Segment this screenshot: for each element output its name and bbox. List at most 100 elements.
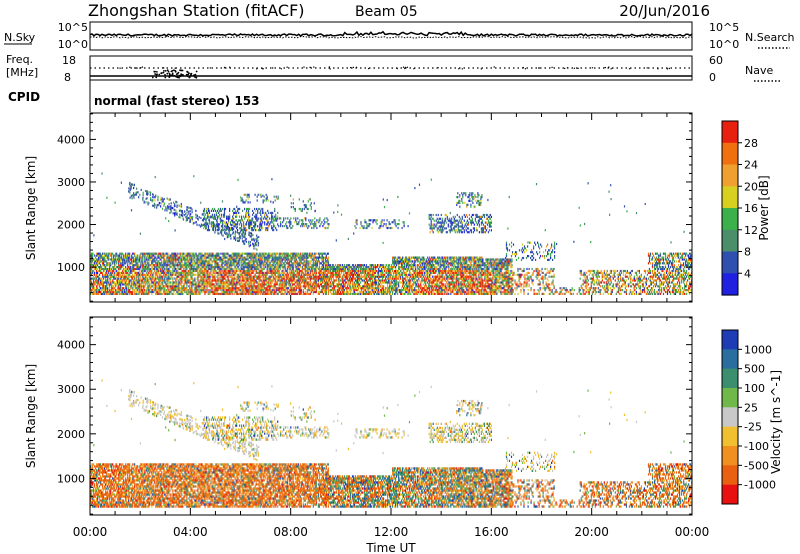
power-cell <box>232 271 234 274</box>
power-cell <box>344 266 346 269</box>
power-cell <box>147 273 149 276</box>
power-cell <box>236 287 238 290</box>
power-cell <box>324 267 326 271</box>
power-cell <box>378 289 380 292</box>
power-cell <box>343 269 345 273</box>
power-cell <box>330 279 332 282</box>
power-cell <box>118 281 120 284</box>
power-cell <box>290 285 292 288</box>
power-cell <box>96 271 98 274</box>
power-cell <box>357 289 360 292</box>
power-cell <box>371 269 374 273</box>
power-cell <box>241 285 243 288</box>
power-cell <box>165 281 167 284</box>
power-cell <box>251 252 253 255</box>
nave-point <box>668 67 670 70</box>
power-cell <box>352 289 355 292</box>
power-cell <box>163 267 165 271</box>
power-cell <box>211 275 213 278</box>
power-cell <box>185 260 187 263</box>
power-cell <box>307 256 309 259</box>
power-cell <box>126 279 128 282</box>
nave-point <box>179 69 181 71</box>
nave-point <box>187 73 190 76</box>
power-cell <box>318 256 320 259</box>
power-cell <box>243 260 245 263</box>
power-cell <box>202 287 204 290</box>
power-cell <box>184 283 186 286</box>
power-cell <box>233 277 235 280</box>
power-cell <box>111 252 113 255</box>
power-cell <box>181 258 183 261</box>
power-cell <box>142 254 144 257</box>
power-cell <box>241 264 243 267</box>
power-cell <box>222 277 224 280</box>
power-cell <box>238 267 240 271</box>
power-cell <box>337 289 339 292</box>
power-cell <box>98 252 100 255</box>
power-cell <box>230 269 232 273</box>
power-cell <box>302 254 304 257</box>
power-cell <box>346 266 349 269</box>
power-cell <box>361 290 364 294</box>
power-cell <box>136 292 138 295</box>
power-cell <box>268 260 270 263</box>
power-cell <box>133 269 135 273</box>
power-cell <box>242 283 244 286</box>
power-cell <box>153 277 155 280</box>
power-cell <box>353 271 356 274</box>
power-cell <box>241 275 243 278</box>
power-cell <box>349 292 352 295</box>
power-cell <box>359 269 362 273</box>
power-cell <box>145 264 147 267</box>
power-cell <box>312 267 314 271</box>
power-cell <box>350 273 353 276</box>
power-cell <box>91 277 93 280</box>
power-cell <box>150 269 152 273</box>
power-cell <box>127 252 129 255</box>
power-cell <box>358 279 361 282</box>
power-cell <box>297 264 299 267</box>
power-cell <box>324 264 326 267</box>
power-cell <box>164 279 166 282</box>
power-cell <box>187 258 189 261</box>
power-cell <box>319 252 321 255</box>
power-cell <box>344 285 346 288</box>
power-cell <box>143 287 145 290</box>
power-cell <box>174 289 176 292</box>
power-cell <box>303 275 305 278</box>
power-cell <box>108 256 110 259</box>
power-cell <box>224 273 226 276</box>
power-cell <box>237 256 239 259</box>
power-cell <box>308 267 310 271</box>
power-cell <box>311 258 313 261</box>
power-cell <box>158 262 160 265</box>
power-cell <box>208 281 210 284</box>
power-cell <box>251 256 253 259</box>
power-cell <box>154 264 156 267</box>
power-cell <box>123 256 125 259</box>
power-cell <box>125 271 127 274</box>
power-cell <box>91 285 93 288</box>
power-cell <box>308 283 310 286</box>
power-cell <box>218 256 220 259</box>
power-cell <box>198 285 200 288</box>
power-cell <box>199 281 201 284</box>
power-cell <box>351 264 354 267</box>
power-cell <box>337 264 339 267</box>
power-cell <box>317 258 319 261</box>
power-cell <box>142 252 144 255</box>
power-cell <box>385 275 387 278</box>
power-cell <box>150 287 152 290</box>
power-cell <box>190 277 192 280</box>
power-cell <box>361 269 364 273</box>
power-cell <box>355 292 358 295</box>
power-cell <box>338 273 340 276</box>
power-cell <box>325 273 327 276</box>
power-cell <box>123 262 125 265</box>
power-cell <box>203 287 205 290</box>
power-cell <box>353 266 356 269</box>
power-cell <box>129 271 131 274</box>
power-cell <box>98 283 100 286</box>
power-cell <box>225 273 227 276</box>
